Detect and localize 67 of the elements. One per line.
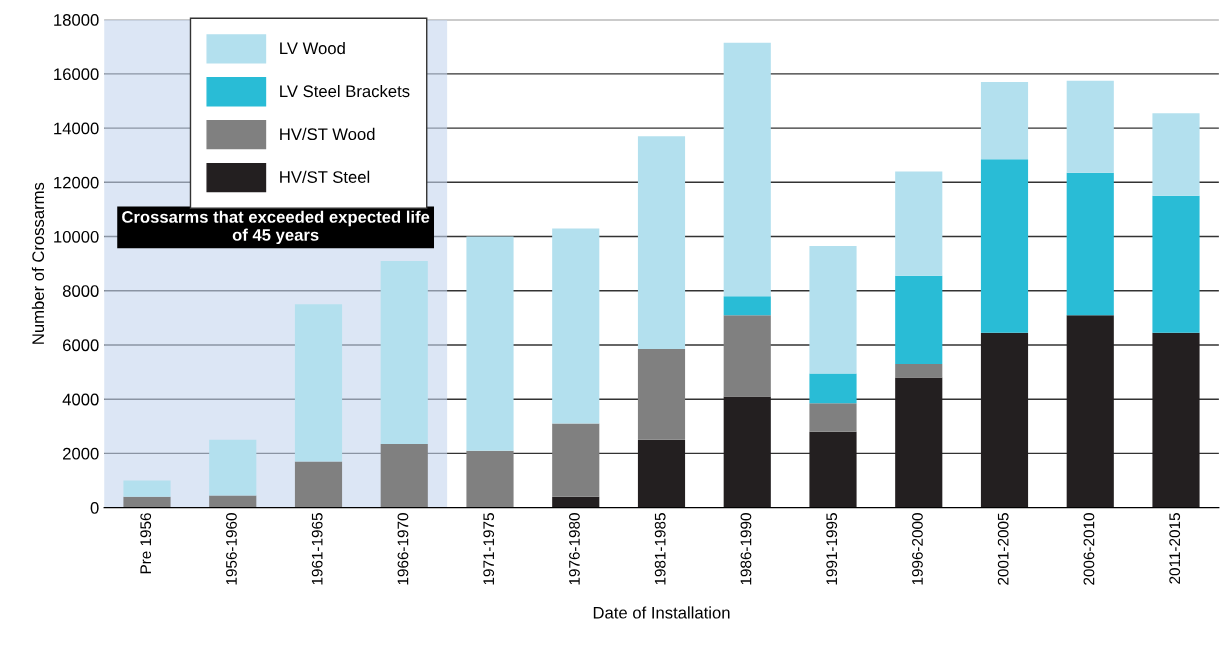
bar <box>1066 172 1114 316</box>
y-tick-label: 2000 <box>63 447 99 460</box>
bar <box>980 82 1029 160</box>
x-tick-label: 1986-1990 <box>740 513 752 585</box>
y-tick-label: 0 <box>90 502 99 514</box>
bar <box>123 496 171 508</box>
bar <box>466 450 514 508</box>
y-axis-title: Number of Crossarms <box>31 182 45 344</box>
bar <box>1152 195 1200 333</box>
y-tick-label: 14000 <box>54 122 99 135</box>
x-tick-label: 2006-2010 <box>1083 513 1095 585</box>
bar <box>895 275 943 364</box>
x-tick-label: 1966-1970 <box>397 513 409 585</box>
bar <box>809 373 857 404</box>
x-tick-label: 1971-1975 <box>483 513 495 585</box>
legend-label: HV/ST Steel <box>280 170 370 183</box>
bar <box>294 461 343 508</box>
bar <box>1152 113 1200 196</box>
y-tick-label: 12000 <box>54 176 99 189</box>
bar <box>723 396 771 508</box>
bar <box>552 496 600 508</box>
bar <box>552 423 600 497</box>
bar <box>895 171 943 276</box>
band-label: Crossarms that exceeded expected life of 45 years <box>122 210 430 245</box>
bar <box>637 136 686 350</box>
y-tick-label: 6000 <box>63 339 99 352</box>
bar <box>466 236 514 451</box>
x-tick-label: 1991-1995 <box>826 513 838 585</box>
bar <box>809 403 857 432</box>
legend-label: LV Wood <box>280 41 345 55</box>
y-tick-label: 8000 <box>62 285 99 297</box>
bar <box>380 443 428 508</box>
y-tick-label: 16000 <box>54 68 99 81</box>
bar <box>209 495 257 508</box>
bar <box>1066 80 1114 173</box>
x-tick-label: 2011-2015 <box>1169 513 1181 584</box>
legend-label: LV Steel Brackets <box>280 84 410 98</box>
y-tick-label: 18000 <box>54 14 99 26</box>
bar <box>637 439 686 508</box>
x-tick-label: 1956-1960 <box>226 513 237 585</box>
bar <box>552 228 600 424</box>
legend-label: HV/ST Wood <box>280 127 375 141</box>
bar <box>723 315 771 397</box>
bar <box>723 296 771 316</box>
bar <box>723 42 771 297</box>
bar <box>809 246 857 374</box>
x-tick-label: 1996-2000 <box>912 513 923 585</box>
x-axis-title: Date of Installation <box>593 606 730 619</box>
bar <box>895 363 943 378</box>
bar <box>1152 332 1200 508</box>
x-tick-label: 1976-1980 <box>569 513 580 585</box>
x-tick-label: Pre 1956 <box>140 513 152 574</box>
bar <box>123 480 171 497</box>
x-tick-label: 1981-1985 <box>654 513 666 585</box>
bar <box>294 304 343 462</box>
x-tick-label: 1961-1965 <box>311 513 323 585</box>
bar <box>209 439 257 496</box>
bar <box>1066 315 1114 508</box>
y-tick-label: 4000 <box>62 393 99 406</box>
bar <box>809 431 857 508</box>
x-tick-label: 2001-2005 <box>997 513 1009 585</box>
bar <box>380 260 428 444</box>
bar <box>895 377 943 508</box>
bar <box>637 349 686 440</box>
bar <box>980 159 1029 333</box>
bar <box>980 332 1029 508</box>
y-tick-label: 10000 <box>54 230 99 243</box>
